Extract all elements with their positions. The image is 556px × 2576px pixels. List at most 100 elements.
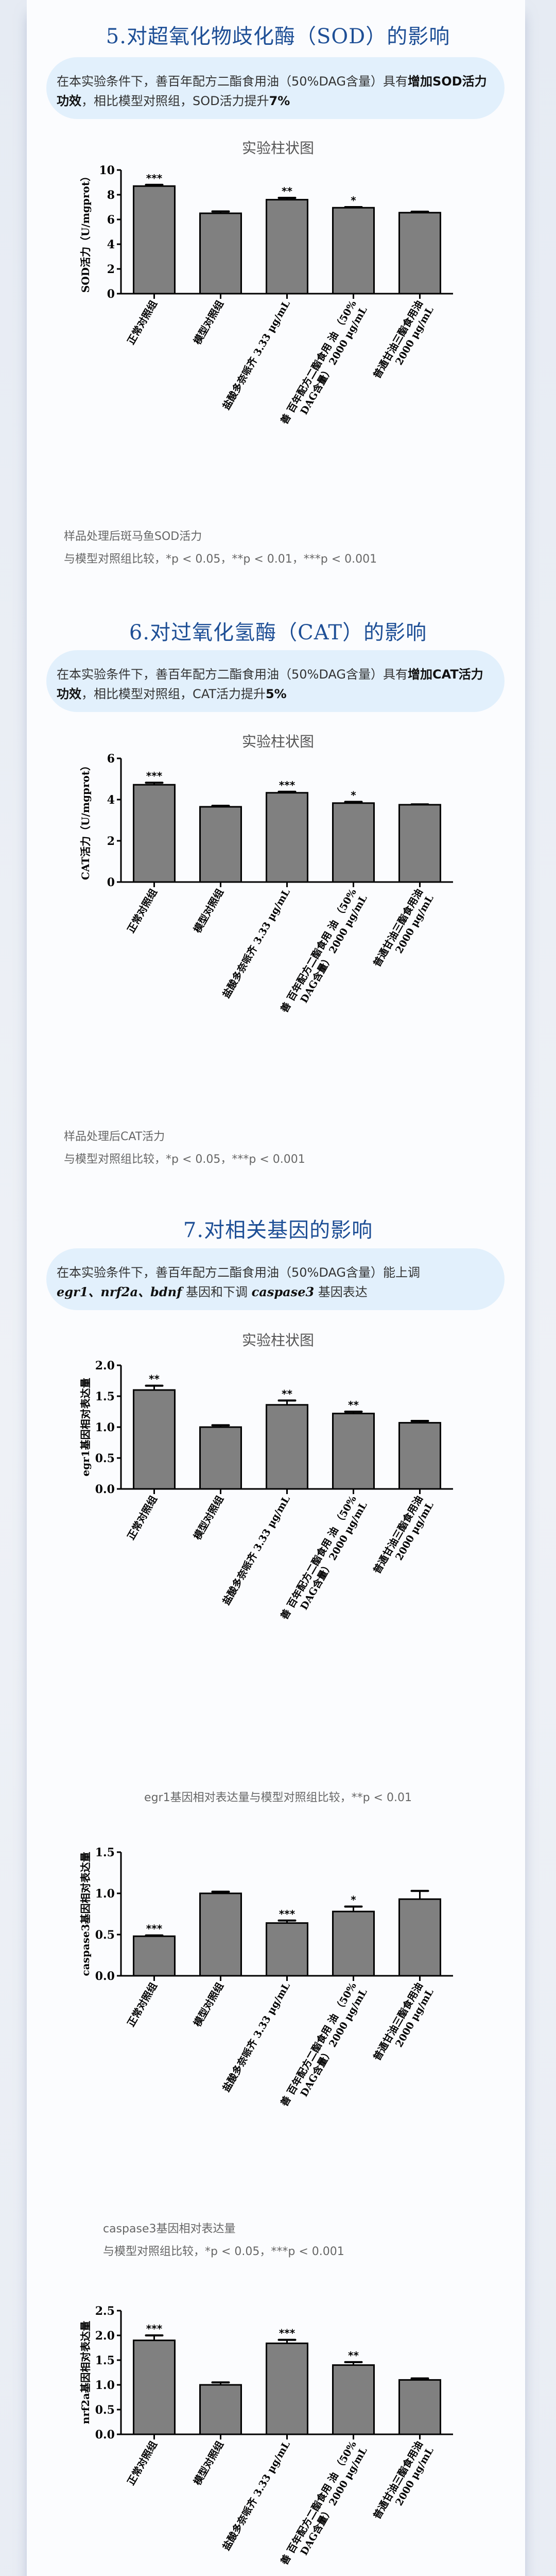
info-text: 基因和下调: [182, 1285, 252, 1299]
caption-egr1: egr1基因相对表达量与模型对照组比较，**p < 0.01: [144, 1791, 412, 1804]
x-category-label: 善 百年配方二酯食用 油 （50%DAG含量） 2000 μg/mL: [278, 1494, 369, 1628]
bar: [332, 1413, 375, 1490]
caption-significance: 与模型对照组比较，*p < 0.05，***p < 0.001: [103, 2245, 344, 2258]
info-text: 在本实验条件下，善百年配方二酯食用油（50%DAG含量）能上调: [57, 1265, 420, 1280]
info-highlight: 增加CAT活力功效: [57, 667, 483, 701]
x-category-label: 模型对照组: [191, 1494, 225, 1542]
significance-marker: **: [348, 1399, 359, 1411]
bar: [398, 2379, 441, 2435]
x-category-label: 普通甘油三酯食用油2000 μg/mL: [371, 1494, 436, 1582]
x-category-label: 善 百年配方二酯食用 油 （50%DAG含量） 2000 μg/mL: [278, 1980, 369, 2114]
x-category-label: 普通甘油三酯食用油2000 μg/mL: [371, 1980, 436, 2069]
y-tick-label: 1.0: [95, 2379, 115, 2392]
x-category-label: 盐酸多奈哌齐 3.33 μg/mL: [220, 2439, 292, 2552]
y-tick-label: 4: [107, 238, 115, 251]
bar: [266, 1404, 308, 1490]
y-axis-label: SOD活力（U/mgprot）: [79, 171, 92, 293]
info-text: ，相比模型对照组，CAT活力提升: [81, 687, 266, 701]
x-category-label: 正常对照组: [125, 1494, 159, 1542]
significance-marker: **: [282, 1387, 292, 1400]
significance-marker: **: [282, 185, 292, 197]
significance-marker: *: [351, 1894, 356, 1906]
section-title-sod: 5.对超氧化物歧化酶（SOD）的影响: [106, 25, 450, 48]
info-text: 在本实验条件下，善百年配方二酯食用油（50%DAG含量）具有: [57, 74, 408, 89]
bar: [199, 1426, 242, 1490]
x-category-label: 正常对照组: [125, 2439, 159, 2487]
y-tick-label: 2.0: [95, 1360, 115, 1372]
caption-line: caspase3基因相对表达量: [103, 2223, 236, 2235]
bar: [199, 2384, 242, 2435]
x-category-label: 正常对照组: [125, 887, 159, 935]
significance-marker: ***: [279, 2327, 296, 2340]
bar: [332, 1910, 375, 1977]
y-tick-label: 1.5: [95, 2354, 115, 2367]
chart-plot: 0 2 4 6 8 10 SOD活力（U/mgprot） *** 正常对照组 模型对照组 ** 盐酸多…: [79, 165, 453, 426]
significance-marker: ***: [279, 779, 296, 791]
x-category-label: 普通甘油三酯食用油2000 μg/mL: [371, 887, 436, 975]
bar: [398, 1422, 441, 1490]
chart-title-genes: 实验柱状图: [241, 1332, 314, 1349]
bar: [266, 1922, 308, 1977]
y-tick-label: 4: [107, 793, 115, 807]
y-tick-label: 1.0: [95, 1421, 115, 1434]
bar: [332, 207, 375, 295]
y-tick-label: 2: [107, 835, 115, 848]
bar: [332, 802, 375, 883]
bar: [133, 784, 176, 883]
y-tick-label: 2: [107, 263, 115, 276]
y-tick-label: 1.5: [95, 1390, 115, 1403]
y-tick-label: 1.0: [95, 1887, 115, 1901]
caption-line: 样品处理后斑马鱼SOD活力: [64, 530, 202, 543]
y-tick-label: 2.0: [95, 2329, 115, 2343]
genes-upregulated: egr1、nrf2a、bdnf: [57, 1284, 182, 1299]
bar: [398, 804, 441, 883]
y-tick-label: 8: [107, 189, 115, 202]
y-tick-label: 1.5: [95, 1847, 115, 1859]
bar: [266, 792, 308, 883]
x-category-label: 模型对照组: [191, 2439, 225, 2487]
caption-significance: 与模型对照组比较，*p < 0.05，**p < 0.01，***p < 0.0…: [64, 553, 377, 566]
y-tick-label: 0.0: [95, 1483, 115, 1496]
y-tick-label: 0.5: [95, 1928, 115, 1942]
x-category-label: 善 百年配方二酯食用 油 （50%DAG含量） 2000 μg/mL: [278, 2439, 369, 2573]
section-title-genes: 7.对相关基因的影响: [183, 1218, 373, 1242]
chart-plot: 0 2 4 6 CAT活力（U/mgprot） *** 正常对照组 模型对照组 *** 盐酸多奈哌…: [79, 753, 453, 1021]
info-box-genes: 在本实验条件下，善百年配方二酯食用油（50%DAG含量）能上调 egr1、nrf…: [46, 1248, 505, 1310]
y-tick-label: 0.5: [95, 2403, 115, 2417]
x-category-label: 模型对照组: [191, 298, 225, 347]
significance-marker: ***: [279, 1908, 296, 1920]
significance-marker: **: [149, 1373, 160, 1385]
info-percentage: 5%: [265, 687, 287, 701]
bar-chart-cat: 0 2 4 6 CAT活力（U/mgprot） *** 正常对照组 模型对照组 *** 盐酸多奈哌…: [79, 753, 453, 1021]
bar: [199, 1892, 242, 1977]
x-category-label: 善 百年配方二酯食用 油 （50%DAG含量） 2000 μg/mL: [278, 887, 369, 1021]
y-tick-label: 0: [107, 876, 115, 889]
y-axis-label: nrf2a基因相对表达量: [79, 2321, 92, 2425]
info-percentage: 7%: [269, 94, 290, 108]
x-category-label: 普通甘油三酯食用油2000 μg/mL: [371, 2439, 436, 2528]
x-category-label: 正常对照组: [125, 298, 159, 347]
y-axis-label: caspase3基因相对表达量: [79, 1852, 92, 1976]
significance-marker: ***: [146, 2323, 163, 2335]
significance-marker: ***: [146, 770, 163, 782]
bar: [266, 2342, 308, 2435]
info-box-cat: 在本实验条件下，善百年配方二酯食用油（50%DAG含量）具有增加CAT活力功效，…: [46, 650, 505, 712]
significance-marker: ***: [146, 1923, 163, 1935]
y-axis-label: egr1基因相对表达量: [79, 1378, 92, 1476]
section-title-cat: 6.对过氧化氢酶（CAT）的影响: [129, 621, 427, 645]
bar: [266, 199, 308, 295]
gene-downregulated: caspase3: [251, 1284, 315, 1299]
y-tick-label: 6: [107, 753, 115, 766]
bar: [133, 185, 176, 295]
info-highlight: 增加SOD活力功效: [57, 74, 487, 108]
chart-title-cat: 实验柱状图: [241, 733, 314, 750]
bar-chart-sod: 0 2 4 6 8 10 SOD活力（U/mgprot） *** 正常对照组 模型对照组 ** 盐酸多…: [79, 165, 453, 426]
y-tick-label: 2.5: [95, 2306, 115, 2318]
y-axis-label: CAT活力（U/mgprot）: [79, 760, 92, 880]
